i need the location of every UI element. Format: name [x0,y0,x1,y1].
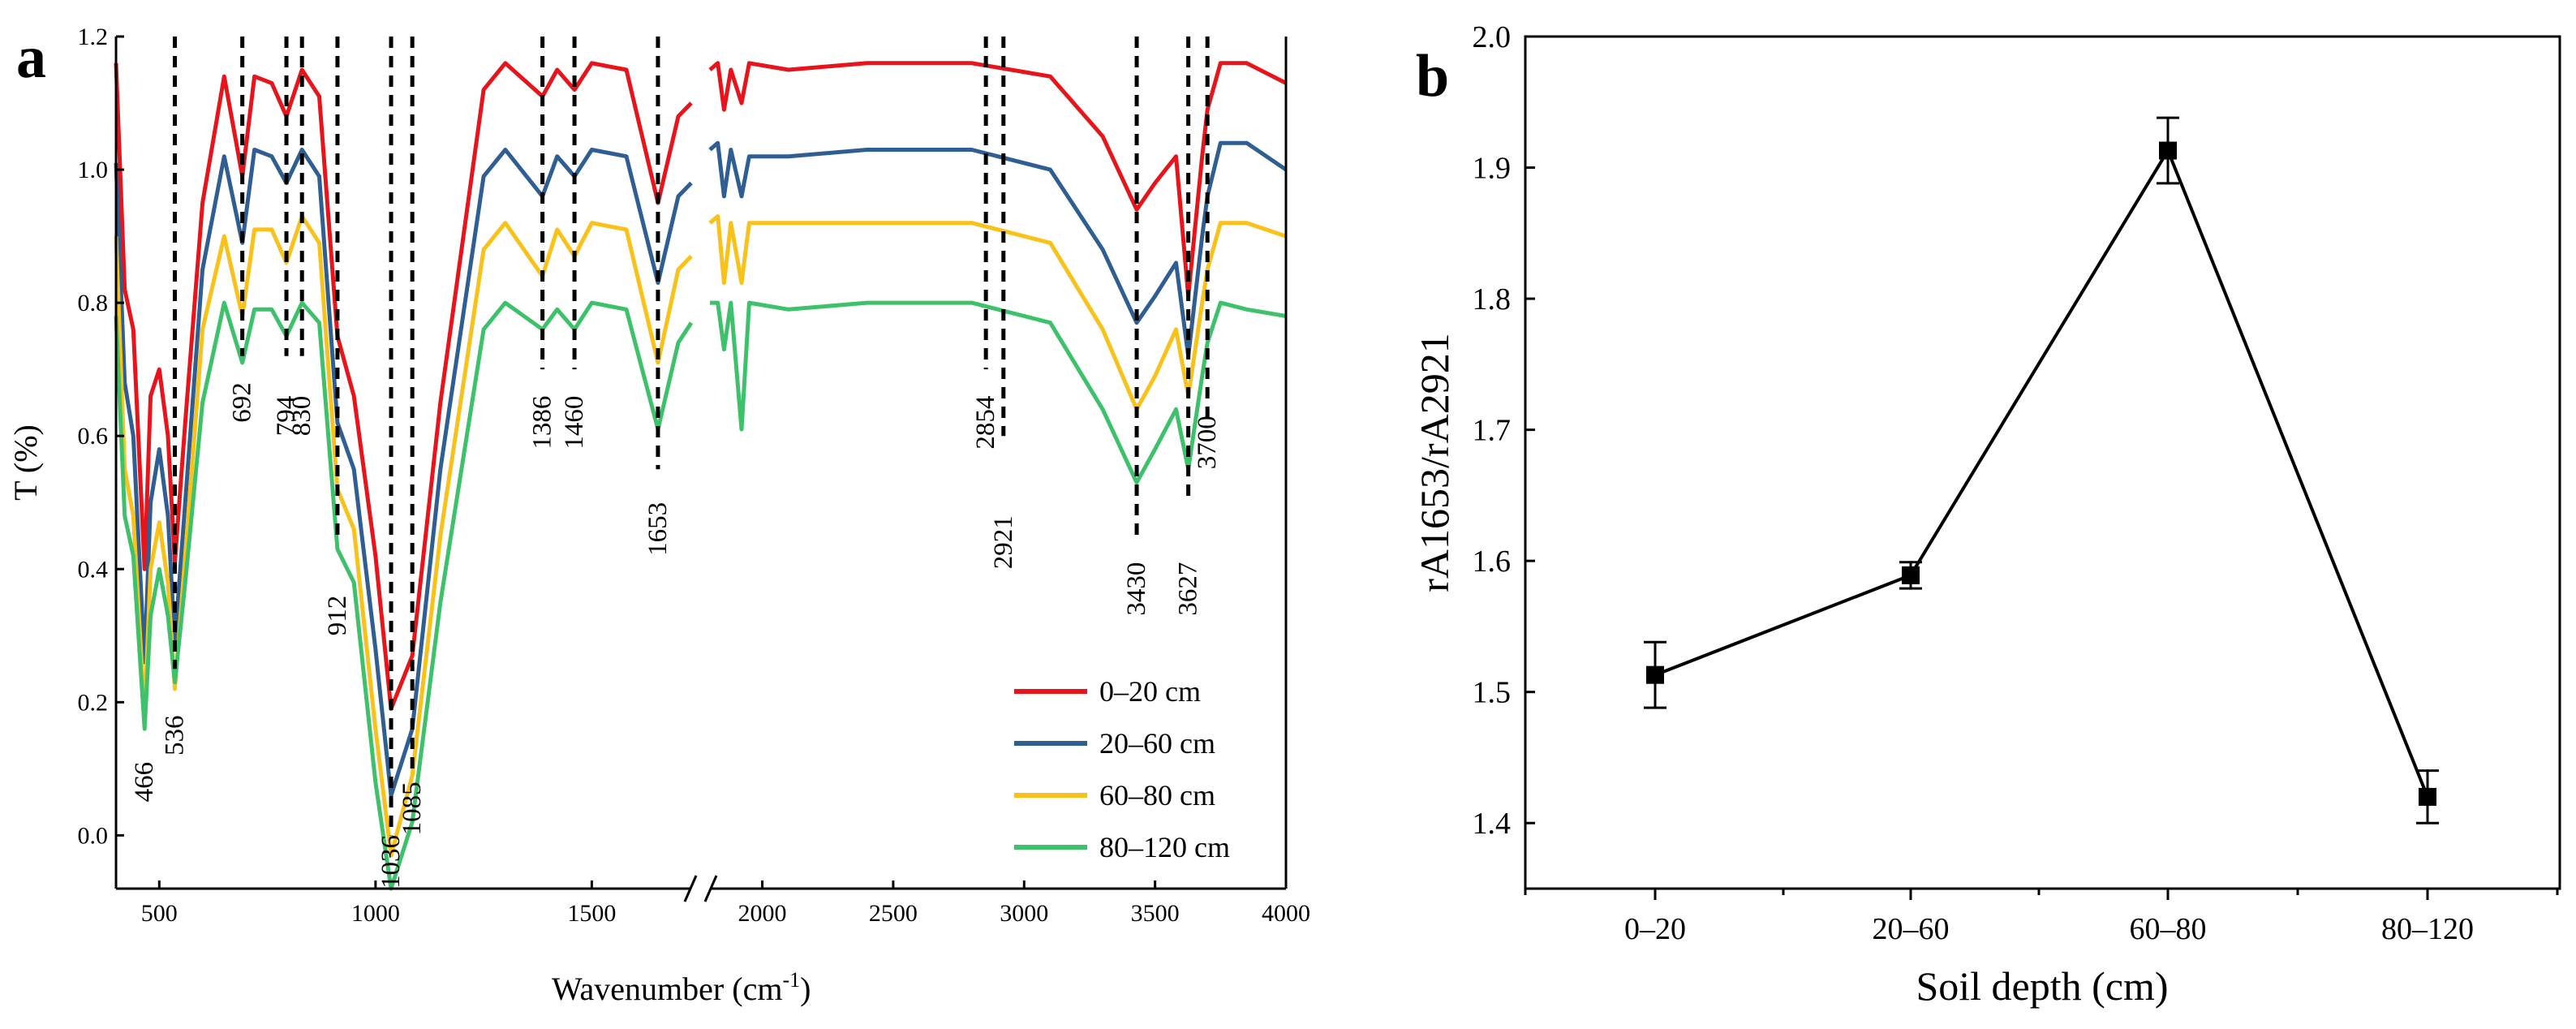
legend: 0–20 cm 20–60 cm 60–80 cm 80–120 cm [1014,675,1230,863]
peak-label-1653: 1653 [643,502,673,556]
x-tick-label-a: 2000 [738,900,787,927]
x-axis-title-a-main: Wavenumber (cm [552,971,782,1007]
peak-label-1085: 1085 [398,781,427,835]
chart-b-axes: 1.4 1.5 1.6 1.7 1.8 1.9 2.0 0–20 20–60 60–80 80–12… [1473,20,2561,946]
x-tick-label-b: 60–80 [2130,912,2207,946]
x-tick-label-b: 80–120 [2381,912,2474,946]
data-point-0 [1646,665,1664,684]
ratio-chart: 1.4 1.5 1.6 1.7 1.8 1.9 2.0 0–20 20–60 60–80 80–12… [1412,20,2561,1009]
peak-label-466: 466 [130,762,159,803]
peak-label-830: 830 [287,396,316,437]
spectrum-line-1-low [114,148,693,798]
x-axis-title-b: Soil depth (cm) [1916,963,2168,1009]
peak-label-912: 912 [323,596,352,636]
y-tick-label-b: 1.5 [1473,676,1512,710]
y-tick-label-a: 0.2 [78,689,109,716]
x-axis-title-a-sup: -1 [782,968,800,992]
y-tick-label-a: 1.2 [78,24,109,50]
data-point-2 [2159,141,2177,160]
y-tick-label-a: 1.0 [78,157,109,183]
x-axis-title-a: Wavenumber (cm-1) [552,968,811,1007]
axis-break-mark-2 [703,875,718,902]
x-tick-label-a: 4000 [1262,900,1310,927]
data-point-3 [2419,787,2436,806]
legend-label-1: 20–60 cm [1099,727,1215,760]
x-tick-label-a: 500 [141,900,178,927]
y-tick-label-b: 1.9 [1473,152,1512,186]
legend-label-3: 80–120 cm [1099,831,1230,863]
y-tick-label-a: 0.4 [78,556,109,583]
y-axis-title-b: rA1653/rA2921 [1412,333,1457,592]
data-point-1 [1902,566,1920,584]
y-tick-label-b: 1.4 [1473,807,1512,841]
x-tick-label-a: 3000 [1000,900,1048,927]
y-axis-title-a: T (%) [7,424,44,501]
peak-label-692: 692 [228,382,257,423]
spectra-lines [114,61,1288,891]
spectrum-line-2-low [114,214,693,858]
ratio-line [1654,147,2429,798]
peak-label-3627: 3627 [1174,562,1203,616]
x-tick-label-a: 1000 [351,900,400,927]
x-axis-title-a-end: ) [800,971,811,1007]
peak-label-1386: 1386 [528,396,557,450]
chart-a-axes: 0.0 0.2 0.4 0.6 0.8 1.0 1.2 500 1000 1500 2000 2500… [78,24,1311,927]
y-tick-label-b: 1.6 [1473,545,1512,579]
x-tick-label-b: 20–60 [1873,912,1950,946]
y-tick-label-b: 2.0 [1473,20,1512,54]
y-tick-label-b: 1.8 [1473,282,1512,316]
x-tick-label-a: 3500 [1131,900,1180,927]
x-tick-label-a: 1500 [567,900,616,927]
y-tick-label-b: 1.7 [1473,414,1512,448]
ratio-series [1644,116,2439,824]
legend-label-0: 0–20 cm [1099,675,1201,708]
x-tick-label-b: 0–20 [1624,912,1686,946]
peak-label-794: 794 [272,396,301,437]
panel-b-letter: b [1416,43,1449,110]
peak-label-1036: 1036 [376,835,406,889]
axis-break-mark-1 [683,875,698,902]
y-tick-label-a: 0.8 [78,290,109,316]
peak-label-536: 536 [160,715,189,756]
legend-label-2: 60–80 cm [1099,779,1215,812]
y-tick-label-a: 0.6 [78,423,109,450]
y-tick-label-a: 0.0 [78,822,109,849]
spectrum-line-3-low [114,300,694,891]
plot-frame-b [1524,35,2561,890]
peak-label-3700: 3700 [1193,415,1222,469]
spectrum-line-0-low [114,61,693,711]
peak-label-2854: 2854 [971,396,1000,450]
peak-label-3430: 3430 [1122,562,1151,616]
peak-label-1460: 1460 [560,396,589,450]
peak-label-2921: 2921 [989,515,1018,569]
panel-a-letter: a [16,24,46,91]
x-tick-label-a: 2500 [869,900,918,927]
